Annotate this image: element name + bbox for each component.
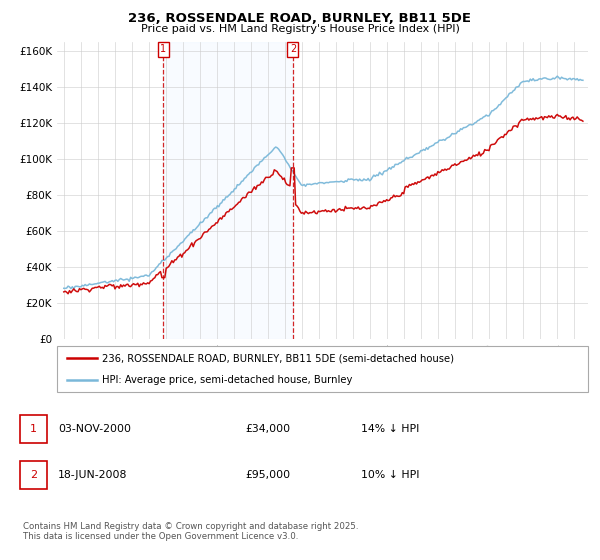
FancyBboxPatch shape	[57, 346, 588, 392]
Text: 236, ROSSENDALE ROAD, BURNLEY, BB11 5DE (semi-detached house): 236, ROSSENDALE ROAD, BURNLEY, BB11 5DE …	[102, 353, 454, 363]
Text: 236, ROSSENDALE ROAD, BURNLEY, BB11 5DE: 236, ROSSENDALE ROAD, BURNLEY, BB11 5DE	[128, 12, 472, 25]
Text: 14% ↓ HPI: 14% ↓ HPI	[361, 424, 419, 434]
Text: HPI: Average price, semi-detached house, Burnley: HPI: Average price, semi-detached house,…	[102, 375, 353, 385]
FancyBboxPatch shape	[20, 415, 47, 443]
Text: £95,000: £95,000	[245, 470, 290, 480]
Text: 2: 2	[290, 44, 296, 54]
Text: 1: 1	[30, 424, 37, 434]
Text: Price paid vs. HM Land Registry's House Price Index (HPI): Price paid vs. HM Land Registry's House …	[140, 24, 460, 34]
Text: 18-JUN-2008: 18-JUN-2008	[58, 470, 128, 480]
Text: £34,000: £34,000	[245, 424, 290, 434]
Text: 2: 2	[30, 470, 37, 480]
FancyBboxPatch shape	[20, 461, 47, 489]
Text: 1: 1	[160, 44, 166, 54]
Text: 03-NOV-2000: 03-NOV-2000	[58, 424, 131, 434]
Bar	[163, 42, 293, 339]
Text: 10% ↓ HPI: 10% ↓ HPI	[361, 470, 419, 480]
Text: Contains HM Land Registry data © Crown copyright and database right 2025.
This d: Contains HM Land Registry data © Crown c…	[23, 522, 358, 542]
